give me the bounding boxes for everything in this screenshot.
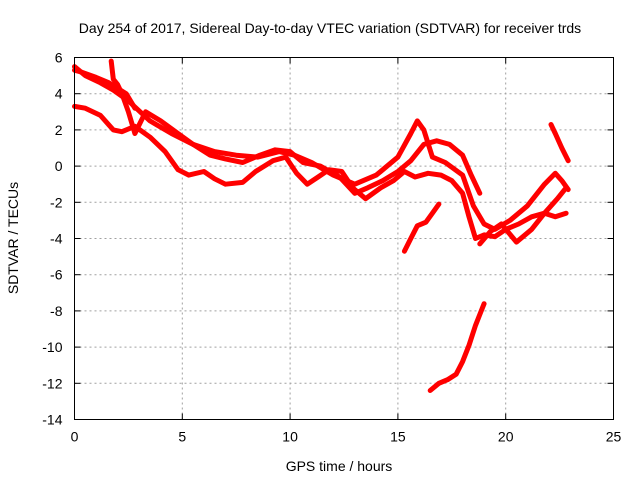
- series-track-1: [72, 64, 571, 232]
- series-track-7: [401, 201, 442, 254]
- y-tick-label: -10: [42, 339, 62, 355]
- y-axis-label: SDTVAR / TECUs: [5, 182, 21, 294]
- x-tick-label: 20: [498, 429, 514, 445]
- y-tick-label: -8: [50, 303, 63, 319]
- series-track-5: [477, 185, 569, 247]
- x-tick-label: 15: [390, 429, 406, 445]
- chart-title: Day 254 of 2017, Sidereal Day-to-day VTE…: [79, 20, 581, 36]
- x-tick-label: 5: [178, 429, 186, 445]
- y-tick-label: 0: [55, 158, 63, 174]
- series-track-8: [427, 301, 487, 393]
- y-tick-label: -2: [50, 194, 63, 210]
- y-tick-label: -4: [50, 231, 63, 247]
- data-series: [72, 58, 571, 393]
- grid: [74, 57, 614, 420]
- x-axis-label: GPS time / hours: [286, 458, 393, 474]
- series-track-4: [72, 103, 569, 241]
- y-tick-label: -12: [42, 375, 62, 391]
- series-track-6: [548, 122, 571, 164]
- y-tick-label: 2: [55, 122, 63, 138]
- x-tick-label: 25: [606, 429, 622, 445]
- series-track-2: [72, 67, 138, 111]
- x-tick-label: 10: [282, 429, 298, 445]
- y-tick-label: 4: [55, 86, 63, 102]
- y-tick-label: -14: [42, 412, 62, 428]
- y-tick-label: -6: [50, 267, 63, 283]
- series-track-3: [108, 58, 483, 196]
- x-tick-label: 0: [71, 429, 79, 445]
- y-tick-label: 6: [55, 50, 63, 66]
